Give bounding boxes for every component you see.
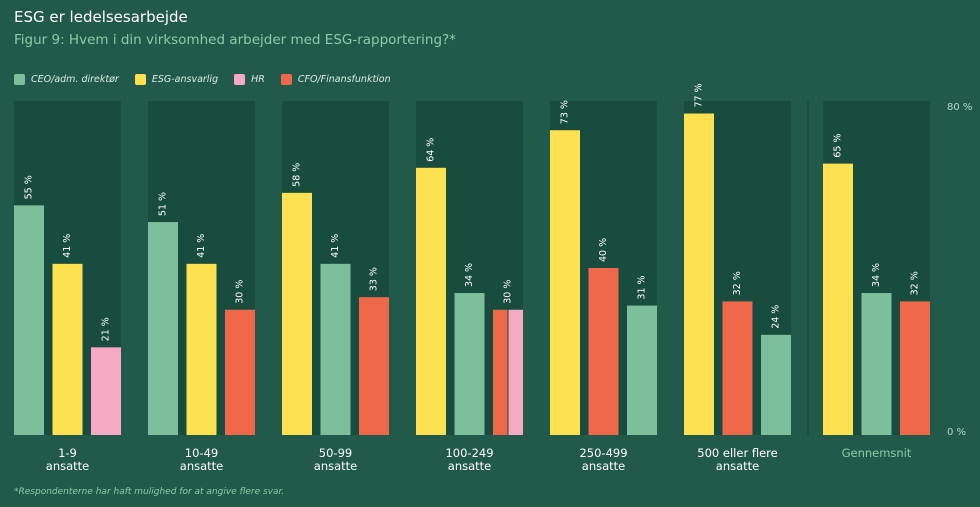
legend-item-ceo: CEO/adm. direktør: [14, 73, 119, 85]
data-label-3-0: 64 %: [426, 138, 437, 162]
bar-5-0: [684, 113, 714, 436]
bar-3-0: [416, 167, 446, 436]
bar-5-2: [761, 334, 791, 435]
category-label-4-0: 250-499: [579, 446, 627, 460]
chart-subtitle: Figur 9: Hvem i din virksomhed arbejder …: [14, 32, 456, 48]
bar-4-1: [588, 268, 619, 435]
bar-5-1: [722, 301, 753, 435]
category-label-6-0: Gennemsnit: [842, 446, 912, 460]
data-label-4-2: 31 %: [637, 275, 648, 299]
data-label-3-1: 34 %: [464, 263, 475, 287]
y-tick-label-80: 80 %: [947, 102, 972, 113]
bar-3-1: [454, 293, 485, 435]
data-label-0-1: 41 %: [62, 234, 73, 258]
legend-swatch-esg: [134, 73, 146, 85]
data-label-1-2: 30 %: [235, 280, 246, 304]
bar-0-1: [52, 263, 83, 435]
legend-swatch-cfo: [280, 73, 292, 85]
chart-title: ESG er ledelsesarbejde: [14, 8, 188, 26]
data-label-6-1: 34 %: [871, 263, 882, 287]
legend-label-cfo: CFO/Finansfunktion: [297, 73, 391, 85]
footnote: *Respondenterne har haft mulighed for at…: [14, 487, 285, 497]
legend-item-cfo: CFO/Finansfunktion: [280, 73, 391, 85]
bar-3-2: [493, 309, 508, 435]
legend-label-hr: HR: [251, 73, 265, 85]
data-label-1-0: 51 %: [158, 192, 169, 216]
category-label-2-1: ansatte: [314, 459, 357, 473]
bar-6-1: [861, 293, 892, 435]
category-label-2-0: 50-99: [319, 446, 352, 460]
data-label-6-2: 32 %: [910, 271, 921, 295]
y-tick-label-0: 0 %: [947, 427, 966, 438]
data-label-4-1: 40 %: [598, 238, 609, 262]
data-label-0-2: 21 %: [101, 317, 112, 341]
bar-0-2: [91, 347, 121, 435]
data-label-2-1: 41 %: [330, 234, 341, 258]
legend-label-esg: ESG-ansvarlig: [151, 73, 219, 85]
data-label-2-0: 58 %: [292, 163, 303, 187]
bar-4-2: [627, 305, 657, 435]
bar-6-0: [823, 163, 853, 435]
data-label-3-2: 30 %: [503, 280, 514, 304]
legend-label-ceo: CEO/adm. direktør: [31, 73, 119, 85]
category-label-5-0: 500 eller flere: [697, 446, 777, 460]
legend-item-esg: ESG-ansvarlig: [134, 73, 219, 85]
data-label-1-1: 41 %: [196, 234, 207, 258]
data-label-4-0: 73 %: [560, 100, 571, 124]
category-label-1-1: ansatte: [180, 459, 223, 473]
data-label-5-2: 24 %: [771, 305, 782, 329]
legend: CEO/adm. direktør ESG-ansvarlig HR CFO/F…: [14, 72, 407, 86]
category-label-0-0: 1-9: [58, 446, 77, 460]
bar-1-1: [186, 263, 217, 435]
data-label-2-2: 33 %: [369, 267, 380, 291]
category-label-4-1: ansatte: [582, 459, 625, 473]
bar-1-0: [148, 222, 178, 435]
bar-0-0: [14, 205, 44, 435]
bar-2-2: [359, 297, 389, 435]
category-label-0-1: ansatte: [46, 459, 89, 473]
bar-6-2: [900, 301, 930, 435]
category-label-3-0: 100-249: [445, 446, 493, 460]
data-label-0-0: 55 %: [24, 175, 35, 199]
data-label-5-0: 77 %: [694, 83, 705, 107]
bar-1-2: [225, 309, 255, 435]
data-label-5-1: 32 %: [732, 271, 743, 295]
bar-3-2-split: [508, 309, 523, 435]
bar-2-1: [320, 263, 351, 435]
bar-2-0: [282, 192, 312, 435]
data-label-6-0: 65 %: [833, 133, 844, 157]
legend-swatch-hr: [234, 73, 246, 85]
category-label-5-1: ansatte: [716, 459, 759, 473]
bar-4-0: [550, 130, 580, 435]
category-label-3-1: ansatte: [448, 459, 491, 473]
legend-item-hr: HR: [234, 73, 265, 85]
category-label-1-0: 10-49: [185, 446, 218, 460]
legend-swatch-ceo: [14, 73, 25, 85]
